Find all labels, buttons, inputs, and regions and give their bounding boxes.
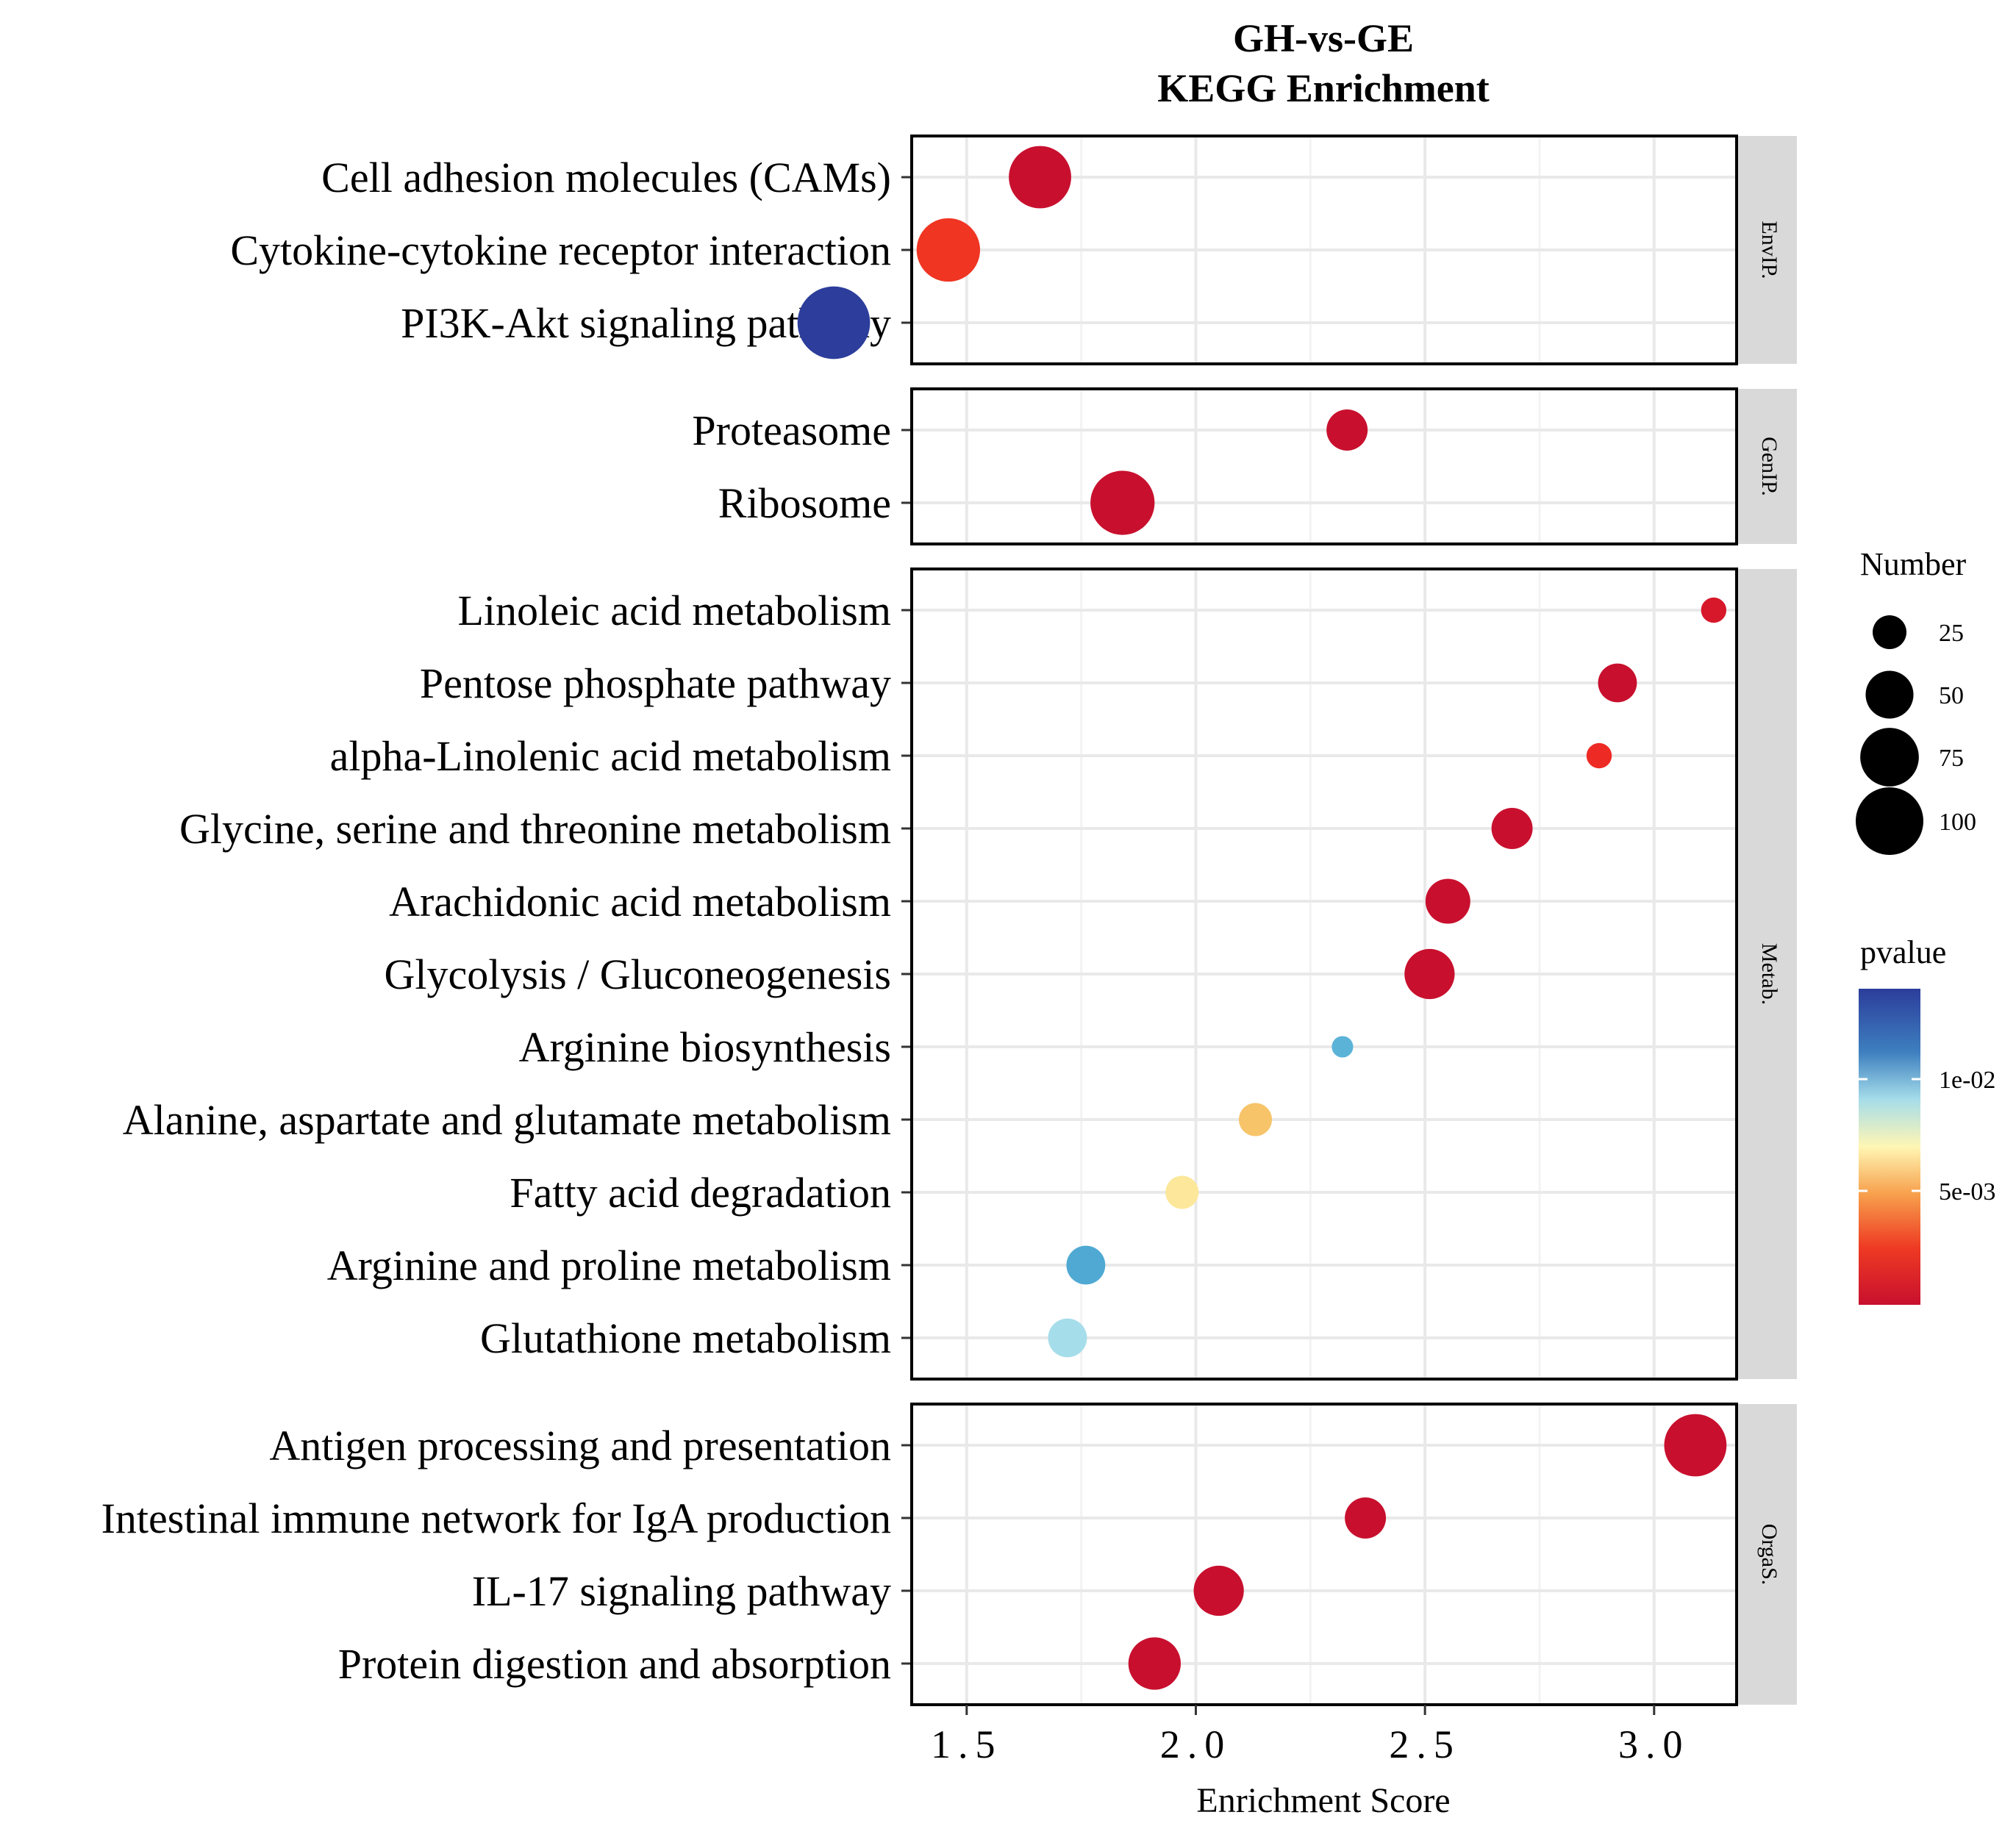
enrichment-point <box>1345 1497 1387 1539</box>
facet-strip <box>1738 136 1797 364</box>
panel-background <box>912 1404 1737 1705</box>
enrichment-point <box>1404 948 1455 1000</box>
pvalue-legend: pvalue 1e-02 5e-03 <box>1859 934 1995 1305</box>
enrichment-point <box>1165 1175 1199 1209</box>
size-legend: Number 25 50 75 100 <box>1856 546 1976 855</box>
enrichment-point <box>1193 1565 1244 1616</box>
enrichment-point <box>1066 1245 1106 1285</box>
enrichment-point <box>1332 1036 1354 1058</box>
size-legend-label: 50 <box>1939 682 1964 709</box>
size-legend-label: 25 <box>1939 620 1964 647</box>
facet-panel: Linoleic acid metabolism Pentose phosphat… <box>123 568 1797 1381</box>
panel-background <box>912 389 1737 544</box>
pvalue-legend-title: pvalue <box>1860 934 1946 970</box>
term-label: Cell adhesion molecules (CAMs) <box>321 154 891 201</box>
term-label: Intestinal immune network for IgA produc… <box>101 1494 891 1542</box>
x-tick-label: 2.0 <box>1160 1722 1232 1766</box>
facet-strip <box>1738 1404 1797 1705</box>
term-label: Glutathione metabolism <box>480 1314 891 1362</box>
term-label: Linoleic acid metabolism <box>458 587 892 634</box>
term-label: Antigen processing and presentation <box>269 1422 891 1469</box>
enrichment-point <box>1701 597 1727 623</box>
term-label: Fatty acid degradation <box>510 1169 891 1217</box>
size-legend-label: 100 <box>1939 809 1976 836</box>
term-label: Ribosome <box>718 479 891 527</box>
enrichment-point <box>1128 1637 1181 1690</box>
x-tick-label: 3.0 <box>1618 1722 1690 1766</box>
pvalue-colorbar <box>1859 989 1920 1305</box>
size-legend-key <box>1860 728 1919 787</box>
facet-strip <box>1738 389 1797 544</box>
enrichment-point <box>1090 470 1155 535</box>
x-tick-label: 1.5 <box>931 1722 1003 1766</box>
facet-panel: Antigen processing and presentation Intes… <box>101 1403 1797 1706</box>
term-label: Arginine and proline metabolism <box>327 1242 891 1289</box>
facet-strip <box>1738 569 1797 1379</box>
chart-subtitle: KEGG Enrichment <box>1157 66 1490 110</box>
term-label: Glycolysis / Gluconeogenesis <box>385 950 891 998</box>
facet-panel: Cell adhesion molecules (CAMs) Cytokine-c… <box>230 135 1797 365</box>
colorbar-label-1e-02: 1e-02 <box>1939 1067 1995 1094</box>
facet-strip-label: EnvIP. <box>1757 221 1781 279</box>
size-legend-key <box>1856 787 1923 855</box>
enrichment-point <box>1586 742 1612 769</box>
term-label: Arginine biosynthesis <box>519 1023 891 1071</box>
term-label: Pentose phosphate pathway <box>420 659 891 707</box>
enrichment-point <box>1598 663 1637 703</box>
term-label: Arachidonic acid metabolism <box>389 878 891 925</box>
x-axis: 1.5 2.0 2.5 3.0 <box>931 1705 1690 1766</box>
size-legend-title: Number <box>1860 546 1967 582</box>
term-label: Alanine, aspartate and glutamate metabol… <box>123 1096 891 1144</box>
chart-title: GH-vs-GE <box>1233 16 1414 60</box>
size-legend-key <box>1865 670 1914 719</box>
enrichment-point <box>1491 808 1533 849</box>
panel-border <box>910 1403 1738 1706</box>
term-label: Cytokine-cytokine receptor interaction <box>230 226 891 274</box>
facet-strip-label: Metab. <box>1757 943 1781 1005</box>
term-label: Protein digestion and absorption <box>338 1640 891 1688</box>
x-tick-label: 2.5 <box>1389 1722 1461 1766</box>
term-label: alpha-Linolenic acid metabolism <box>330 732 891 780</box>
x-axis-title: Enrichment Score <box>1196 1781 1450 1820</box>
enrichment-point <box>1048 1318 1087 1358</box>
panel-border <box>910 387 1738 545</box>
colorbar-label-5e-03: 5e-03 <box>1939 1178 1995 1206</box>
term-label: Glycine, serine and threonine metabolism <box>179 805 891 853</box>
size-legend-key <box>1873 615 1906 649</box>
facet-strip-label: GenIP. <box>1757 437 1781 496</box>
enrichment-point <box>797 286 871 359</box>
term-label: Proteasome <box>692 407 891 454</box>
enrichment-point <box>1326 409 1368 451</box>
term-label: IL-17 signaling pathway <box>472 1567 891 1615</box>
facet-panel: Proteasome Ribosome GenIP. <box>692 387 1797 545</box>
enrichment-point <box>1238 1103 1273 1136</box>
facet-strip-label: OrgaS. <box>1757 1524 1781 1586</box>
panel-border <box>910 568 1738 1381</box>
enrichment-point <box>1664 1414 1727 1477</box>
enrichment-point <box>1009 146 1071 209</box>
enrichment-point <box>916 218 981 282</box>
size-legend-label: 75 <box>1939 745 1964 772</box>
enrichment-point <box>1425 878 1470 924</box>
panel-border <box>910 135 1738 365</box>
plot-panels: Cell adhesion molecules (CAMs) Cytokine-c… <box>101 135 1797 1706</box>
